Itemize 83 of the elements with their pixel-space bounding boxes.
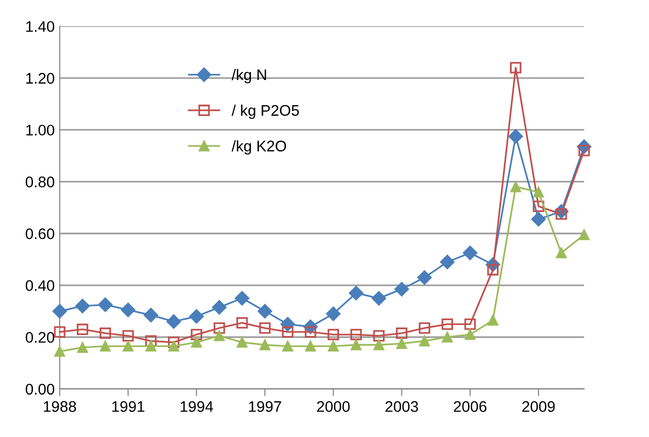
point [144,308,158,322]
point [258,304,272,318]
point [260,340,270,350]
y-tick-label: 0.80 [26,176,54,188]
y-tick-label: 0.20 [26,332,54,343]
legend-label: /kg K2O [232,140,286,154]
point [350,328,362,340]
point [236,336,248,348]
point [578,229,590,240]
x-tick-label: 2006 [454,401,486,412]
point [54,326,66,338]
point [214,330,225,342]
point [488,314,498,326]
point [440,254,455,270]
x-tick-label: 2009 [522,401,555,412]
point [556,208,567,220]
point [146,340,156,352]
point [189,309,204,324]
point [328,340,339,352]
point [100,340,111,352]
x-tick-label: 2000 [317,401,350,412]
point [462,246,478,260]
point [396,328,408,339]
point [212,300,227,315]
point [236,317,248,329]
point [419,336,430,346]
point [374,340,384,350]
point [510,62,522,74]
point [533,186,544,198]
point [122,340,134,352]
x-tick-label: 1997 [249,401,282,412]
point [76,324,88,336]
legend-label: / kg P2O5 [232,104,299,119]
point [556,248,567,258]
point [328,328,339,340]
point [372,291,386,306]
point [282,340,294,352]
point [531,212,546,226]
point [532,200,544,212]
point [100,328,112,339]
point [510,182,522,192]
point [442,318,453,330]
point [464,318,476,330]
x-tick-label: 1991 [112,401,144,412]
point [373,330,385,342]
point [282,326,294,338]
y-tick-label: 1.40 [26,21,54,32]
point [326,306,341,322]
point [166,314,181,329]
point [418,322,430,334]
y-tick-label: 0.60 [26,228,54,240]
point [259,322,271,334]
point [234,291,250,306]
point [98,298,113,312]
x-tick-label: 1988 [44,401,76,412]
point [168,336,180,348]
point [417,270,432,285]
point [145,335,157,347]
y-tick-label: 0.40 [26,280,54,291]
point [120,302,136,318]
point [394,282,409,296]
point [350,340,362,350]
x-tick-label: 2003 [385,401,418,412]
point [191,336,202,348]
point [396,338,408,349]
point [54,346,66,357]
point [52,304,67,318]
legend-label: /kg N [232,68,266,84]
point [214,322,225,334]
y-tick-label: 1.00 [26,124,54,136]
point [442,332,453,342]
point [77,342,88,353]
point [508,129,523,144]
point [348,286,364,300]
x-tick-label: 1994 [180,401,214,412]
y-tick-label: 1.20 [26,72,54,84]
point [122,330,134,342]
point [75,298,90,314]
point [464,329,476,340]
point [190,328,202,340]
point [305,340,316,352]
y-tick-label: 0.00 [26,384,54,395]
point [168,340,180,352]
